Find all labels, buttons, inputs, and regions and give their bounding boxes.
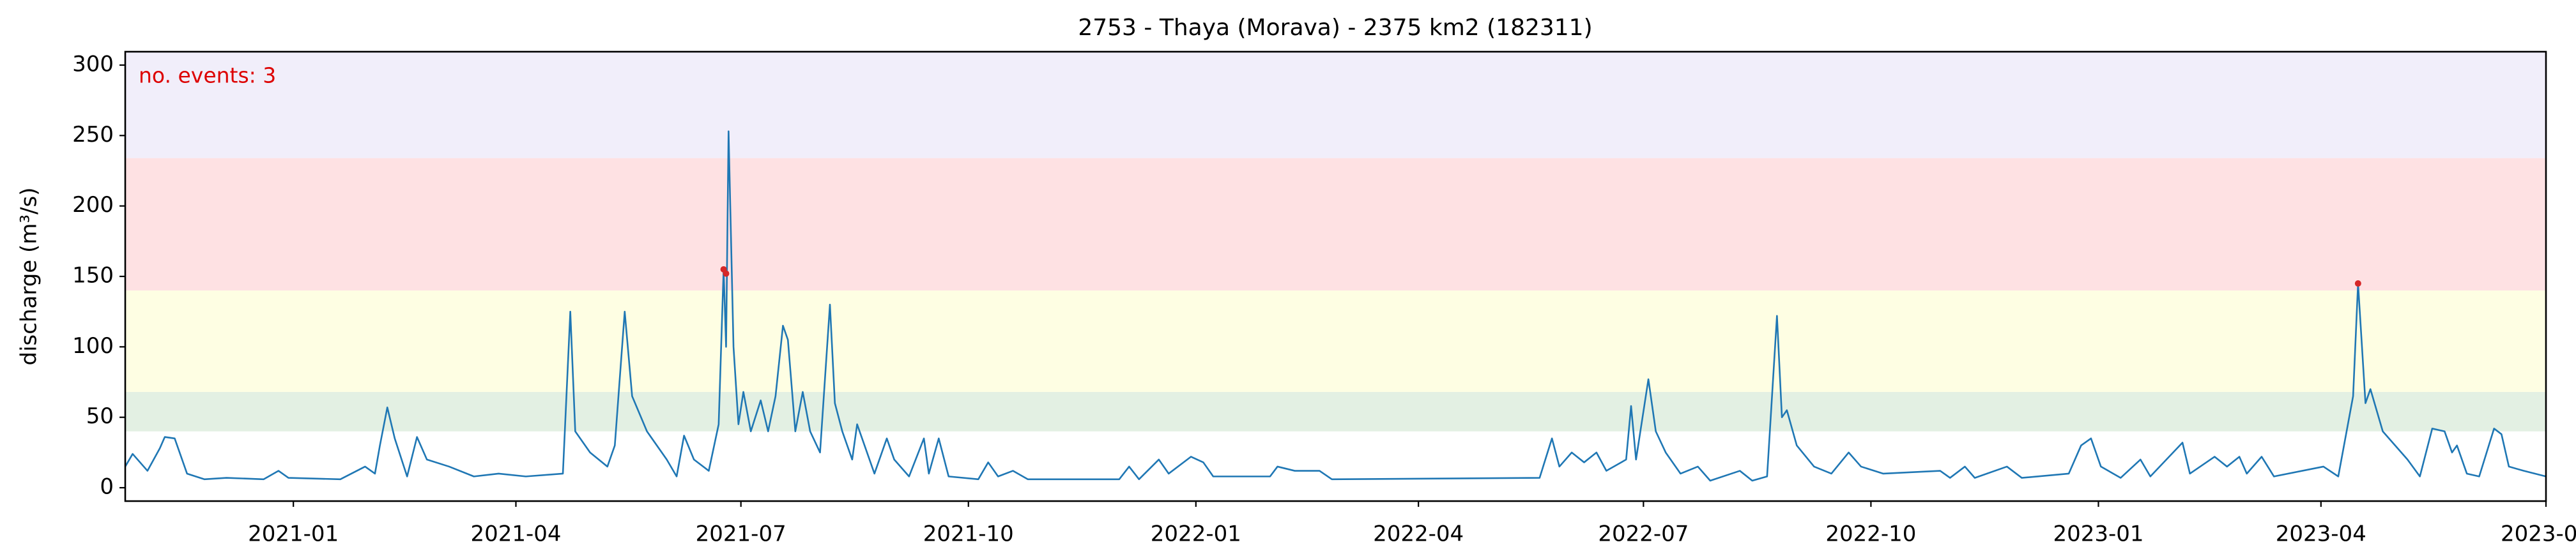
y-tick-label: 150 <box>72 263 114 289</box>
discharge-line <box>124 130 2547 482</box>
threshold-band <box>125 290 2546 392</box>
plot <box>124 130 2547 482</box>
threshold-band <box>125 52 2546 158</box>
x-tick-label: 2022-10 <box>1825 522 1916 547</box>
event-marker <box>723 270 730 277</box>
x-tick-label: 2022-07 <box>1598 522 1689 547</box>
y-tick-label: 300 <box>72 51 114 77</box>
event-marker <box>2354 280 2361 287</box>
y-tick-label: 50 <box>86 403 114 429</box>
y-tick-label: 100 <box>72 333 114 359</box>
x-tick-label: 2021-10 <box>923 522 1014 547</box>
chart-title: 2753 - Thaya (Morava) - 2375 km2 (182311… <box>1078 15 1592 41</box>
threshold-band <box>125 158 2546 291</box>
y-tick-label: 250 <box>72 122 114 147</box>
x-tick-label: 2023-01 <box>2053 522 2143 547</box>
x-tick-label: 2022-04 <box>1373 522 1464 547</box>
x-tick-label: 2023-04 <box>2276 522 2366 547</box>
y-axis-label: discharge (m³/s) <box>17 188 42 366</box>
x-tick-label: 2021-07 <box>696 522 786 547</box>
bands <box>125 52 2546 432</box>
threshold-band <box>125 391 2546 432</box>
x-tick-label: 2022-01 <box>1151 522 1241 547</box>
y-tick-label: 0 <box>100 474 114 500</box>
x-tick-label: 2021-01 <box>248 522 339 547</box>
x-tick-label: 2021-04 <box>470 522 561 547</box>
y-tick-label: 200 <box>72 192 114 218</box>
x-tick-label: 2023-07 <box>2501 522 2576 547</box>
annotation: no. events: 3 <box>139 63 276 88</box>
